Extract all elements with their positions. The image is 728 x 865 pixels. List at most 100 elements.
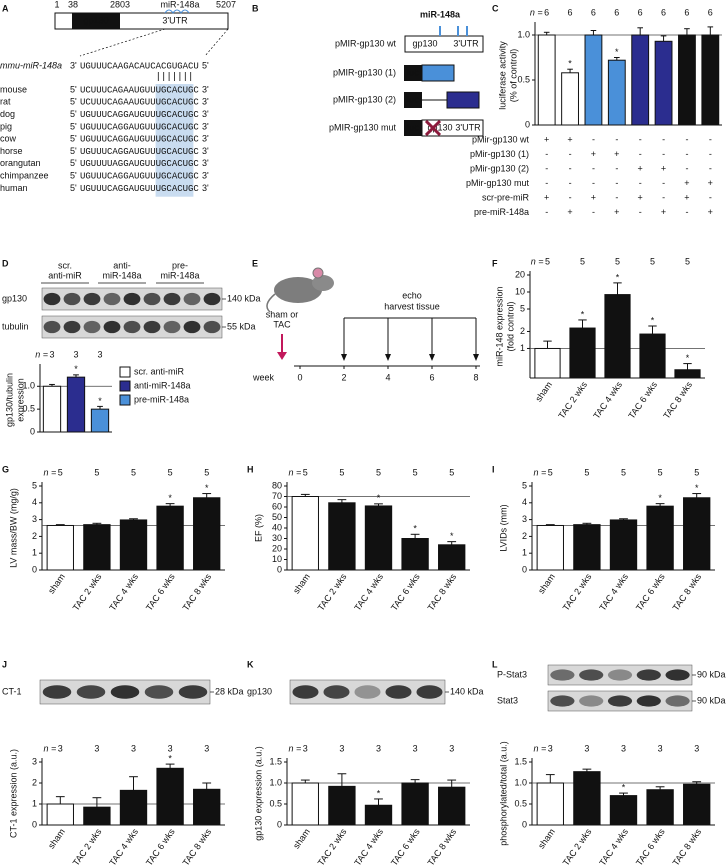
n-value: 3 (73, 349, 78, 359)
significance-marker: * (581, 309, 585, 319)
blot-band (579, 695, 604, 707)
y-tick-label: 1 (32, 548, 37, 558)
n-value: 6 (568, 7, 573, 17)
arrow-head (385, 354, 391, 361)
blot-label: CT-1 (2, 686, 22, 696)
table-cell: - (662, 134, 665, 144)
gene-label: gp130 (83, 15, 108, 25)
y-tick-label: 0.5 (22, 404, 35, 414)
y-tick-label: 0 (525, 119, 530, 129)
table-cell: - (662, 192, 665, 202)
blot-band (416, 685, 443, 699)
utr-label: 3'UTR (162, 15, 188, 25)
blot-band (63, 292, 81, 306)
blot-band (143, 292, 161, 306)
table-cell: - (545, 178, 548, 188)
n-value: 5 (621, 467, 626, 477)
table-cell: + (544, 134, 549, 144)
n-value: 5 (650, 256, 655, 266)
end-label: 5' (70, 183, 77, 193)
x-tick-label: TAC 6 wks (634, 571, 667, 612)
bar (66, 376, 86, 433)
y-axis-label: (% of control) (508, 49, 518, 103)
n-label: n = (534, 743, 547, 753)
blot-label: P-Stat3 (497, 669, 527, 679)
x-tick-label: TAC 2 wks (561, 571, 594, 612)
n-value: 5 (376, 467, 381, 477)
significance-marker: * (658, 493, 662, 503)
site-marks (164, 9, 190, 14)
mutation-mark (424, 119, 442, 137)
blot-label: gp130 (2, 293, 27, 303)
table-cell: - (709, 163, 712, 173)
species-name: horse (0, 146, 23, 156)
blot-band (63, 320, 81, 334)
blot-band (550, 669, 575, 681)
significance-marker: * (616, 272, 620, 282)
y-tick-label: 1.0 (269, 777, 282, 787)
size-label: 140 kDa (450, 686, 484, 696)
lane-group: scr. (58, 260, 72, 270)
panel-label: L (492, 659, 498, 669)
y-axis-label: miR-148 expression (494, 286, 504, 366)
utr-label: 3'UTR (455, 122, 481, 132)
table-row-label: scr-pre-miR (482, 192, 529, 202)
bar (364, 804, 393, 826)
blot-band (42, 685, 72, 699)
x-tick-label: TAC 2 wks (316, 826, 349, 865)
legend-swatch (119, 394, 131, 406)
significance-marker: * (74, 364, 78, 374)
y-tick-label: 1 (520, 343, 525, 353)
n-value: 3 (97, 349, 102, 359)
construct-name: pMIR-gp130 (2) (333, 94, 396, 104)
y-tick-label: 2 (520, 326, 525, 336)
y-tick-label: 0 (30, 426, 35, 436)
species-name: cow (0, 134, 17, 144)
utr-label: 3'UTR (453, 38, 479, 48)
y-tick-label: 10 (515, 286, 525, 296)
zoom-line (79, 28, 166, 57)
n-value: 5 (413, 467, 418, 477)
arrow-head (429, 354, 435, 361)
table-cell: - (685, 163, 688, 173)
x-tick-label: TAC 2 wks (71, 571, 104, 612)
week-label: 6 (429, 372, 434, 382)
table-cell: - (592, 163, 595, 173)
bar (42, 385, 62, 433)
legend-swatch (119, 366, 131, 378)
y-axis-label: CT-1 expression (a.u.) (8, 749, 18, 838)
n-value: 5 (685, 256, 690, 266)
y-tick-label: 20 (515, 269, 525, 279)
y-tick-label: 2 (32, 777, 37, 787)
bar (291, 496, 319, 571)
bar (193, 497, 221, 571)
n-value: 6 (708, 7, 713, 17)
y-tick-label: 80 (272, 480, 282, 490)
size-label: 90 kDa (697, 669, 726, 679)
bar (701, 34, 720, 126)
luc-box (404, 120, 422, 136)
n-value: 3 (94, 743, 99, 753)
blot-band (143, 320, 161, 334)
species-name: rat (0, 97, 11, 107)
y-tick-label: 10 (272, 554, 282, 564)
n-value: 3 (548, 743, 553, 753)
x-tick-label: sham (536, 572, 557, 596)
n-value: 5 (658, 467, 663, 477)
y-tick-label: 0.5 (517, 74, 530, 84)
species-name: human (0, 183, 28, 193)
treatment-label: TAC (273, 319, 291, 329)
x-tick-label: sham (536, 827, 557, 851)
x-tick-label: TAC 8 wks (661, 379, 694, 420)
significance-marker: * (622, 782, 626, 792)
bar (364, 505, 393, 571)
y-tick-label: 5 (32, 480, 37, 490)
blot-band (665, 695, 690, 707)
bar (156, 767, 184, 826)
x-tick-label: TAC 8 wks (426, 826, 459, 865)
y-tick-label: 0 (32, 819, 37, 829)
legend-label: pre-miR-148a (134, 394, 189, 404)
x-tick-label: TAC 2 wks (561, 826, 594, 865)
table-row-label: pMir-gp130 mut (466, 178, 530, 188)
